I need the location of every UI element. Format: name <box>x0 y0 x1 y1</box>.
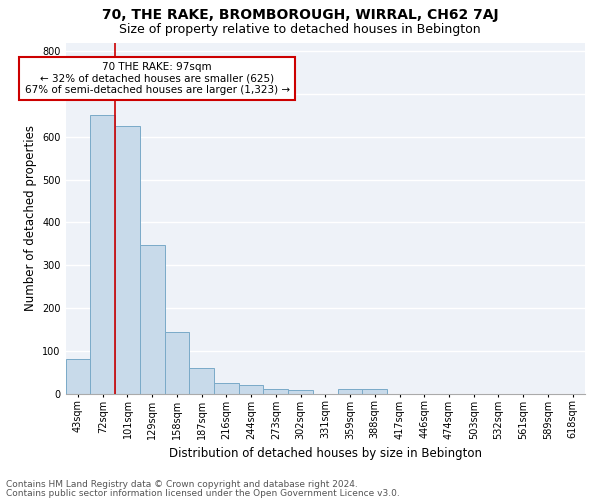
Text: Contains public sector information licensed under the Open Government Licence v3: Contains public sector information licen… <box>6 488 400 498</box>
Y-axis label: Number of detached properties: Number of detached properties <box>24 125 37 311</box>
Bar <box>214 383 239 394</box>
X-axis label: Distribution of detached houses by size in Bebington: Distribution of detached houses by size … <box>169 447 482 460</box>
Bar <box>239 385 263 394</box>
Bar <box>362 390 387 394</box>
Bar <box>338 390 362 394</box>
Bar <box>189 368 214 394</box>
Bar <box>140 244 164 394</box>
Bar <box>288 390 313 394</box>
Text: Size of property relative to detached houses in Bebington: Size of property relative to detached ho… <box>119 22 481 36</box>
Text: Contains HM Land Registry data © Crown copyright and database right 2024.: Contains HM Land Registry data © Crown c… <box>6 480 358 489</box>
Text: 70, THE RAKE, BROMBOROUGH, WIRRAL, CH62 7AJ: 70, THE RAKE, BROMBOROUGH, WIRRAL, CH62 … <box>101 8 499 22</box>
Bar <box>65 358 91 394</box>
Bar <box>263 388 288 394</box>
Bar <box>164 332 189 394</box>
Bar <box>115 126 140 394</box>
Text: 70 THE RAKE: 97sqm
← 32% of detached houses are smaller (625)
67% of semi-detach: 70 THE RAKE: 97sqm ← 32% of detached hou… <box>25 62 290 95</box>
Bar <box>91 116 115 394</box>
